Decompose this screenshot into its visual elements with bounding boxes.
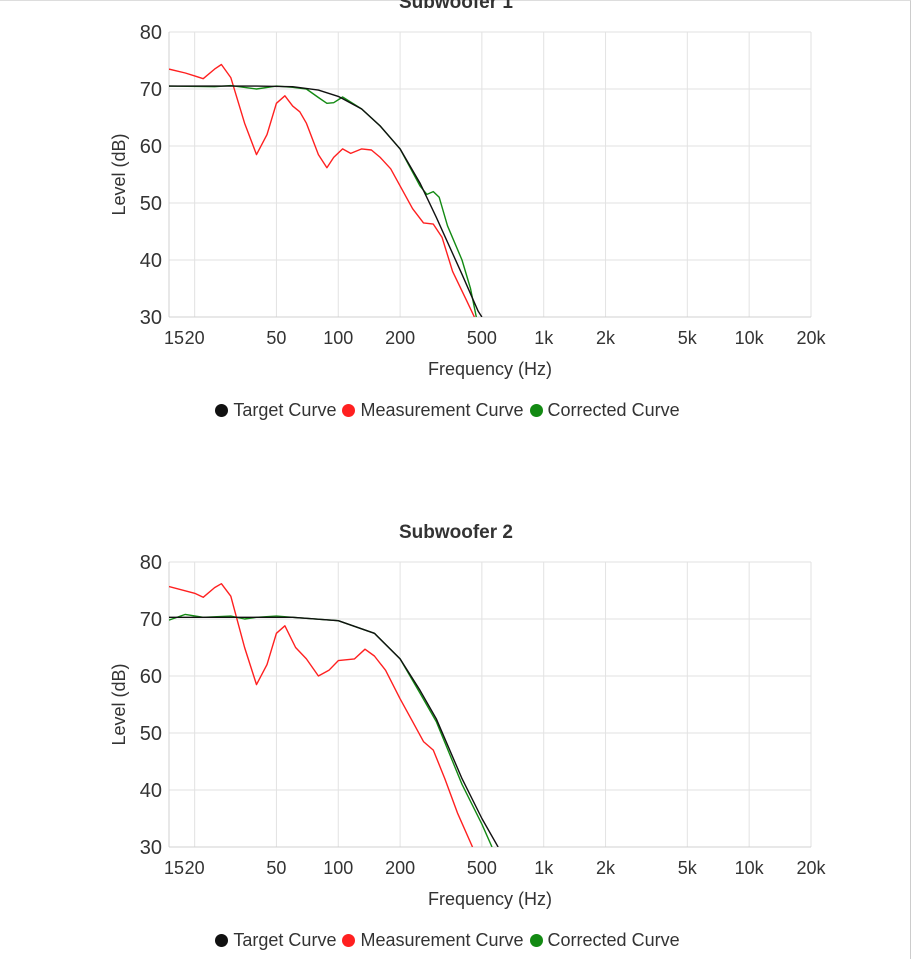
- legend-item[interactable]: Target Curve: [215, 930, 336, 950]
- y-axis-label: Level (dB): [109, 663, 129, 745]
- legend-dot-icon: [342, 934, 356, 947]
- x-tick-label: 2k: [596, 328, 616, 348]
- chart-legend: Target Curve Measurement Curve Corrected C…: [0, 930, 895, 951]
- series-line-corrected-curve: [169, 613, 493, 847]
- legend-label: Corrected Curve: [547, 930, 680, 950]
- y-tick-label: 30: [140, 307, 162, 329]
- legend-dot-icon: [529, 934, 543, 947]
- subwoofer-1-chart: Subwoofer 1 30 40 50 60 70 80 15 20 50 100 200 500 1k…: [0, 0, 911, 420]
- legend-dot-icon: [342, 404, 356, 417]
- y-tick-label: 60: [140, 136, 162, 158]
- x-tick-label: 200: [385, 858, 415, 878]
- legend-label: Corrected Curve: [547, 400, 680, 420]
- legend-dot-icon: [215, 404, 229, 417]
- x-axis-label: Frequency (Hz): [428, 359, 552, 379]
- series-line-corrected-curve: [169, 84, 477, 317]
- series-line-measurement-curve: [169, 63, 476, 317]
- series-line-target-curve: [169, 616, 499, 847]
- y-tick-label: 40: [140, 250, 162, 272]
- y-tick-label: 70: [140, 79, 162, 101]
- legend-item[interactable]: Corrected Curve: [529, 930, 680, 950]
- y-tick-label: 50: [140, 193, 162, 215]
- x-tick-label: 10k: [735, 858, 765, 878]
- y-tick-label: 40: [140, 780, 162, 802]
- x-tick-label: 10k: [735, 328, 765, 348]
- x-tick-label: 20k: [796, 328, 826, 348]
- x-tick-label: 500: [467, 328, 497, 348]
- y-tick-label: 50: [140, 723, 162, 745]
- y-tick-label: 70: [140, 609, 162, 631]
- legend-item[interactable]: Measurement Curve: [342, 930, 524, 950]
- y-tick-label: 80: [140, 22, 162, 44]
- x-tick-label: 500: [467, 858, 497, 878]
- legend-dot-icon: [529, 404, 543, 417]
- x-tick-label: 1k: [534, 328, 554, 348]
- chart-svg: Subwoofer 2 30 40 50 60 70 80 15 20 50 100 200 500 1k…: [109, 522, 827, 909]
- x-tick-label: 1k: [534, 858, 554, 878]
- x-tick-label: 100: [323, 328, 353, 348]
- legend-label: Target Curve: [233, 400, 337, 420]
- legend-item[interactable]: Corrected Curve: [529, 400, 680, 420]
- y-tick-label: 30: [140, 837, 162, 859]
- legend-item[interactable]: Measurement Curve: [342, 400, 524, 420]
- y-tick-label: 60: [140, 666, 162, 688]
- legend-label: Target Curve: [233, 930, 337, 950]
- subwoofer-2-chart: Subwoofer 2 30 40 50 60 70 80 15 20 50 100 200 500 1k…: [0, 500, 911, 950]
- x-tick-label: 50: [266, 858, 286, 878]
- x-tick-label: 5k: [678, 328, 698, 348]
- x-tick-label: 15: [164, 858, 184, 878]
- y-axis-label: Level (dB): [109, 133, 129, 215]
- x-tick-label: 20: [185, 858, 205, 878]
- x-tick-label: 2k: [596, 858, 616, 878]
- x-axis-label: Frequency (Hz): [428, 889, 552, 909]
- x-tick-label: 200: [385, 328, 415, 348]
- x-tick-label: 20k: [796, 858, 826, 878]
- series-line-measurement-curve: [169, 583, 474, 847]
- legend-item[interactable]: Target Curve: [215, 400, 336, 420]
- chart-title: Subwoofer 2: [399, 522, 513, 543]
- chart-svg: Subwoofer 1 30 40 50 60 70 80 15 20 50 100 200 500 1k…: [109, 0, 827, 379]
- x-tick-label: 5k: [678, 858, 698, 878]
- y-tick-label: 80: [140, 552, 162, 574]
- x-tick-label: 50: [266, 328, 286, 348]
- x-tick-label: 15: [164, 328, 184, 348]
- chart-title: Subwoofer 1: [399, 0, 513, 13]
- legend-label: Measurement Curve: [360, 930, 524, 950]
- legend-label: Measurement Curve: [360, 400, 524, 420]
- x-tick-label: 20: [185, 328, 205, 348]
- chart-legend: Target Curve Measurement Curve Corrected C…: [0, 400, 895, 421]
- x-tick-label: 100: [323, 858, 353, 878]
- series-line-target-curve: [169, 85, 483, 317]
- legend-dot-icon: [215, 934, 229, 947]
